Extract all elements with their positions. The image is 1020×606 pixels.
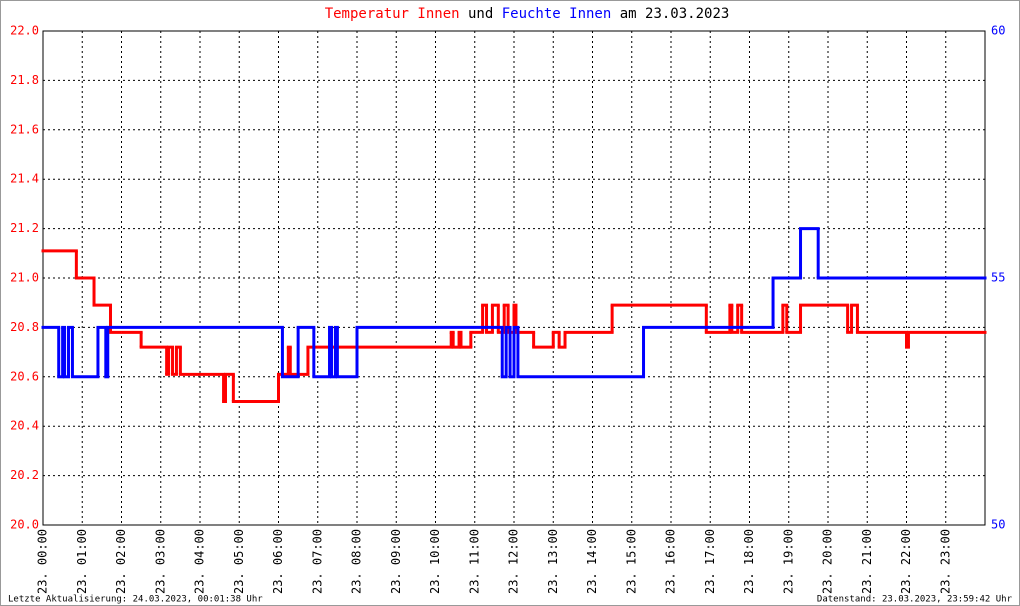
x-tick-label: 23. 12:00	[507, 529, 521, 594]
x-tick-label: 23. 02:00	[114, 529, 128, 594]
x-tick-label: 23. 07:00	[310, 529, 324, 594]
footer-right: Datenstand: 23.03.2023, 23:59:42 Uhr	[817, 595, 1013, 605]
x-tick-label: 23. 16:00	[664, 529, 678, 594]
title-series-1: Temperatur Innen	[325, 6, 460, 22]
x-tick-label: 23. 13:00	[546, 529, 560, 594]
y2-tick-label: 60	[991, 24, 1005, 38]
y-tick-label: 20.0	[10, 518, 39, 532]
x-tick-label: 23. 22:00	[899, 529, 913, 594]
y2-tick-label: 55	[991, 271, 1005, 285]
x-tick-label: 23. 06:00	[271, 529, 285, 594]
x-tick-label: 23. 21:00	[860, 529, 874, 594]
x-tick-label: 23. 03:00	[153, 529, 167, 594]
x-tick-label: 23. 15:00	[624, 529, 638, 594]
y-tick-label: 20.2	[10, 468, 39, 482]
x-tick-label: 23. 20:00	[821, 529, 835, 594]
y2-tick-label: 50	[991, 518, 1005, 532]
y-tick-label: 22.0	[10, 24, 39, 38]
x-tick-label: 23. 18:00	[742, 529, 756, 594]
chart-title: Temperatur Innen und Feuchte Innen am 23…	[325, 6, 730, 22]
y-tick-label: 21.0	[10, 271, 39, 285]
y-tick-label: 21.6	[10, 122, 39, 136]
title-date: am 23.03.2023	[620, 6, 730, 22]
x-tick-label: 23. 09:00	[389, 529, 403, 594]
x-tick-label: 23. 00:00	[36, 529, 50, 594]
x-tick-label: 23. 17:00	[703, 529, 717, 594]
title-joiner: und	[468, 6, 493, 22]
footer-left: Letzte Aktualisierung: 24.03.2023, 00:01…	[8, 595, 263, 605]
x-tick-label: 23. 04:00	[193, 529, 207, 594]
x-tick-label: 23. 19:00	[781, 529, 795, 594]
x-tick-label: 23. 23:00	[938, 529, 952, 594]
y-tick-label: 21.2	[10, 221, 39, 235]
y-tick-label: 20.8	[10, 320, 39, 334]
x-tick-label: 23. 05:00	[232, 529, 246, 594]
y-tick-label: 21.8	[10, 73, 39, 87]
x-tick-label: 23. 14:00	[585, 529, 599, 594]
x-tick-label: 23. 11:00	[467, 529, 481, 594]
x-tick-label: 23. 10:00	[428, 529, 442, 594]
y-tick-label: 20.6	[10, 369, 39, 383]
y-tick-label: 20.4	[10, 419, 39, 433]
x-tick-label: 23. 01:00	[75, 529, 89, 594]
title-series-2: Feuchte Innen	[502, 6, 612, 22]
y-tick-label: 21.4	[10, 172, 39, 186]
x-tick-label: 23. 08:00	[350, 529, 364, 594]
